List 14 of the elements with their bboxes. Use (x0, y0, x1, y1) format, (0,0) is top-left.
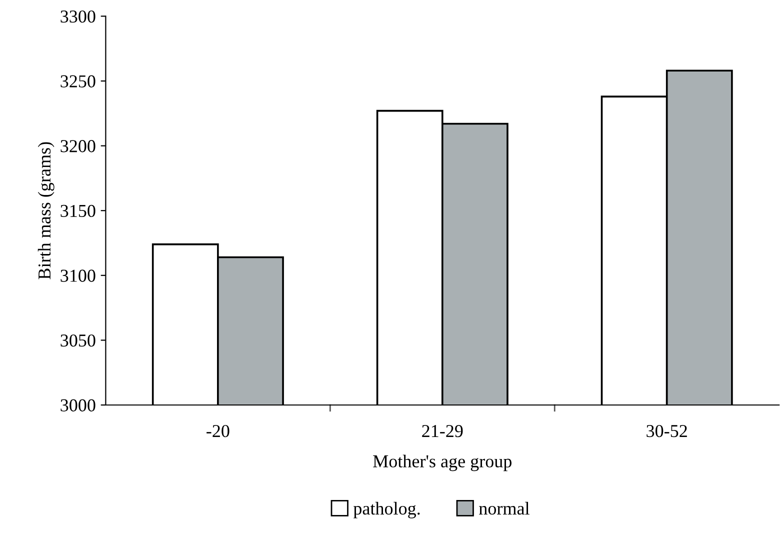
y-axis-title: Birth mass (grams) (38, 142, 54, 280)
legend-label: normal (479, 502, 530, 515)
x-tick-label: 30-52 (646, 424, 687, 438)
y-tick-label: 3200 (60, 140, 96, 152)
y-tick-label: 3150 (60, 204, 96, 218)
x-axis-title: Mother's age group (373, 454, 512, 472)
x-tick-label: -20 (206, 424, 230, 438)
y-tick-label: 3300 (60, 10, 96, 23)
y-tick-label: 3050 (60, 334, 96, 347)
y-tick-label: 3000 (60, 399, 96, 412)
y-tick-label: 3250 (60, 75, 96, 88)
y-tick-label: 3100 (60, 270, 96, 282)
x-tick-label: 21-29 (422, 425, 463, 438)
legend-label: patholog. (353, 502, 420, 518)
